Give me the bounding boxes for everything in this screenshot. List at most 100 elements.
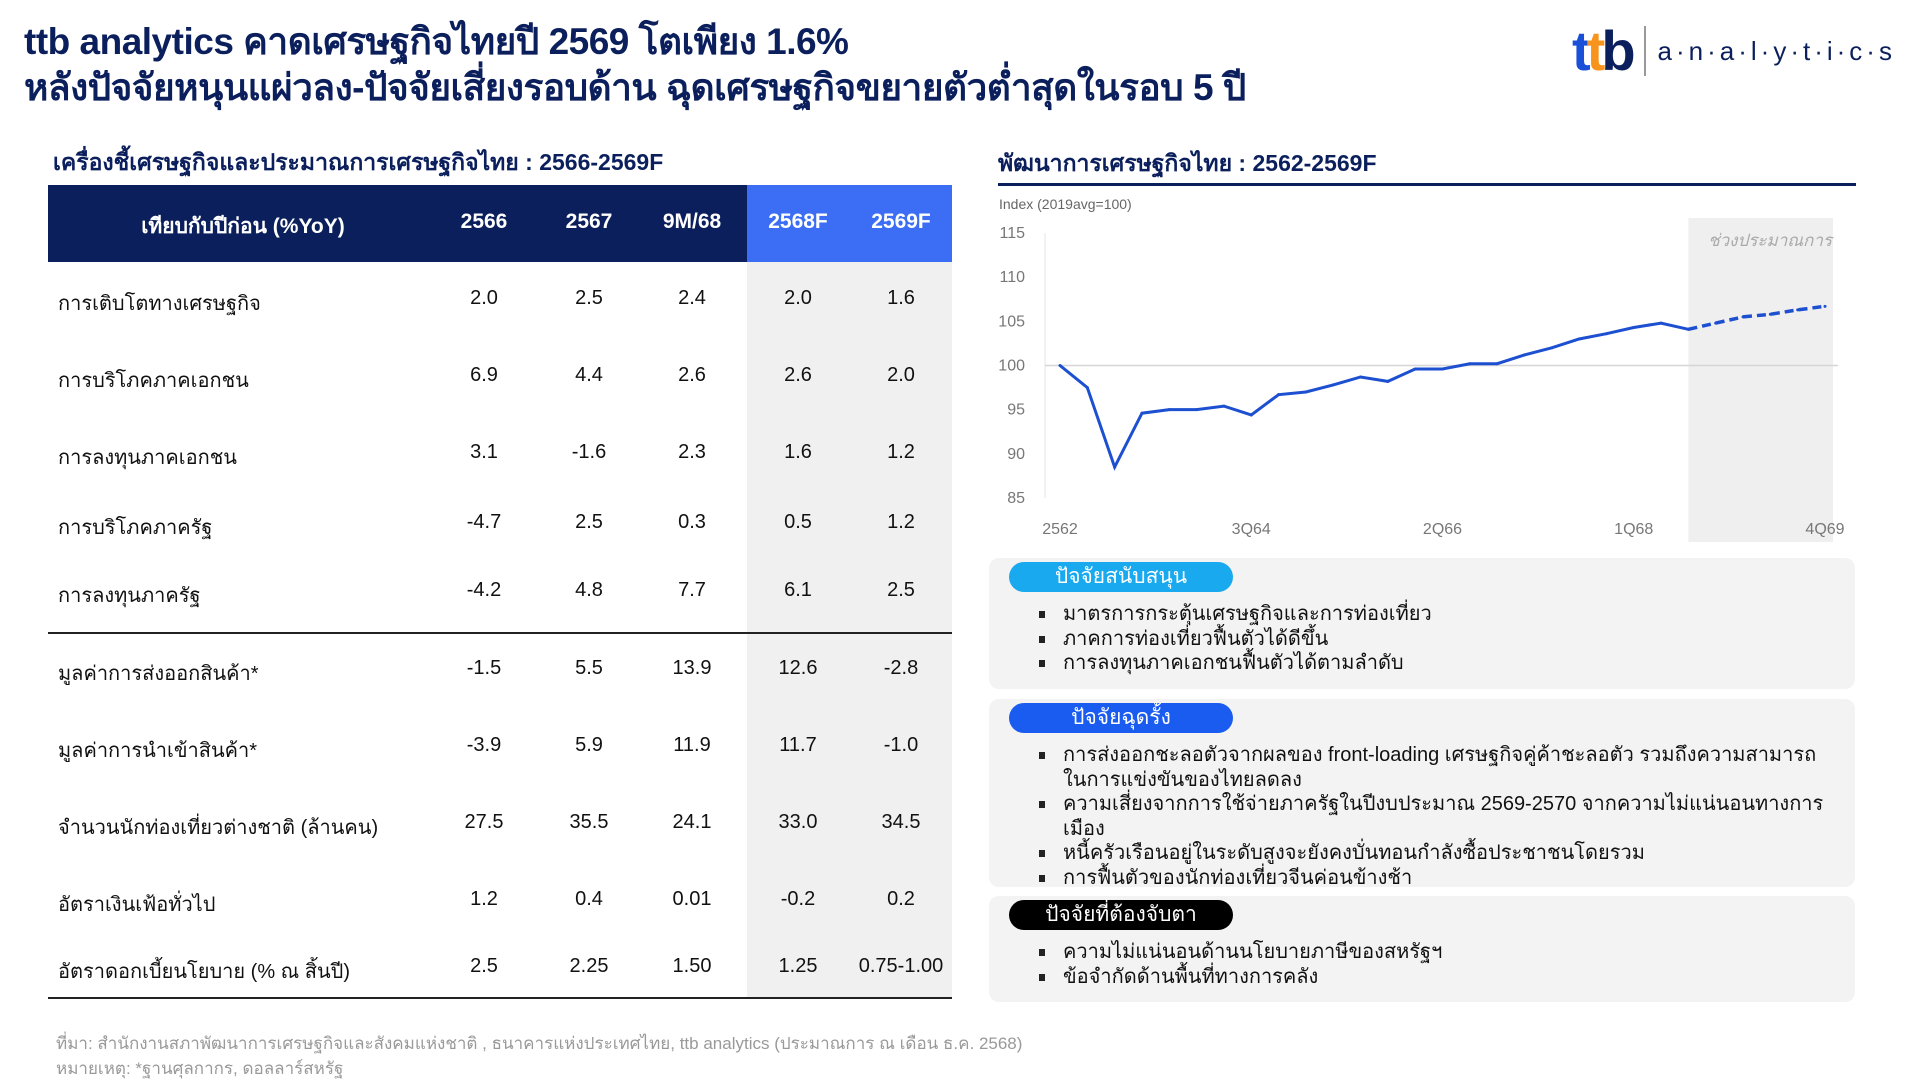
row-value: 0.4: [575, 888, 603, 910]
actual-point: [1577, 337, 1581, 341]
forecast-point: [1741, 315, 1745, 319]
row-value: 2.0: [887, 364, 915, 386]
economic-forecast-table: เทียบกับปีก่อน (%YoY) 2566 2567 9M/68 2568F 2…: [48, 185, 952, 999]
actual-point: [1659, 321, 1663, 325]
row-value: 1.50: [672, 955, 712, 977]
actual-point: [1468, 362, 1472, 366]
header-col-9M/68: 9M/68: [662, 210, 722, 233]
factor-title: ปัจจัยที่ต้องจับตา: [1009, 900, 1233, 930]
gdp-index-line-chart: ช่วงประมาณการ 115 110 105 100 95 90 85 2562 3Q64 2…: [998, 218, 1845, 542]
actual-point: [1249, 413, 1253, 417]
row-value: 6.1: [784, 579, 812, 601]
forecast-column-shade: [747, 262, 952, 997]
row-value: 1.2: [887, 441, 915, 463]
row-value: 1.6: [784, 441, 812, 463]
row-value: 27.5: [464, 811, 504, 833]
factor-box: ปัจจัยสนับสนุนมาตรการกระตุ้นเศรษฐกิจและก…: [989, 558, 1855, 689]
header-col-2568F: 2568F: [768, 210, 828, 233]
factor-box: ปัจจัยฉุดรั้งการส่งออกชะลอตัวจากผลของ fr…: [989, 699, 1855, 890]
factor-item: ความเสี่ยงจากการใช้จ่ายภาครัฐในปีงบประมา…: [1037, 792, 1827, 841]
row-value: 24.1: [672, 811, 712, 833]
row-label: การบริโภคภาครัฐ: [58, 517, 213, 539]
row-value: 2.5: [575, 287, 603, 309]
actual-point: [1222, 404, 1226, 408]
headline-line-1: ttb analytics คาดเศรษฐกิจไทยปี 2569 โตเพ…: [24, 21, 849, 62]
row-value: -0.2: [780, 888, 816, 910]
table-title: เครื่องชี้เศรษฐกิจและประมาณการเศรษฐกิจไท…: [53, 149, 664, 175]
actual-point: [1167, 408, 1171, 412]
factor-item: มาตรการกระตุ้นเศรษฐกิจและการท่องเที่ยว: [1037, 602, 1827, 627]
x-tick-label: 3Q64: [1232, 521, 1271, 538]
logo-text: a·n·a·l·y·t·i·c·s: [1657, 35, 1896, 66]
row-value: 2.0: [784, 287, 812, 309]
row-value: 2.6: [784, 364, 812, 386]
row-value: 2.4: [678, 287, 706, 309]
factor-box: ปัจจัยที่ต้องจับตาความไม่แน่นอนด้านนโยบา…: [989, 896, 1855, 1002]
row-value: 2.5: [575, 511, 603, 533]
row-value: 7.7: [678, 579, 706, 601]
actual-point: [1522, 353, 1526, 357]
forecast-header-highlight: [747, 185, 952, 262]
header-col-2569F: 2569F: [871, 210, 931, 233]
chart-title: พัฒนาการเศรษฐกิจไทย : 2562-2569F: [998, 150, 1377, 176]
y-tick-label: 100: [998, 358, 1025, 375]
row-value: 13.9: [672, 657, 712, 679]
row-value: 1.6: [887, 287, 915, 309]
row-value: 33.0: [778, 811, 818, 833]
factor-item: ความไม่แน่นอนด้านนโยบายภาษีของสหรัฐฯ: [1037, 940, 1827, 965]
factor-title: ปัจจัยฉุดรั้ง: [1009, 703, 1233, 733]
row-value: 4.4: [575, 364, 603, 386]
row-value: 34.5: [881, 811, 921, 833]
header-col-2567: 2567: [565, 210, 613, 233]
header-col-2566: 2566: [460, 210, 508, 233]
row-value: 5.9: [575, 734, 603, 756]
row-value: -3.9: [466, 734, 502, 756]
factor-list: การส่งออกชะลอตัวจากผลของ front-loading เ…: [1037, 743, 1827, 890]
row-value: 1.2: [470, 888, 498, 910]
row-value: 6.9: [470, 364, 498, 386]
forecast-point: [1796, 308, 1800, 312]
logo-divider: [1643, 26, 1646, 76]
row-value: 11.9: [673, 734, 711, 756]
actual-point: [1085, 386, 1089, 390]
row-label: การเติบโตทางเศรษฐกิจ: [58, 293, 261, 315]
factor-title: ปัจจัยสนับสนุน: [1009, 562, 1233, 592]
y-tick-label: 90: [1007, 446, 1025, 463]
chart-y-label: Index (2019avg=100): [999, 196, 1132, 212]
actual-point: [1550, 346, 1554, 350]
actual-point: [1632, 326, 1636, 330]
actual-point: [1359, 375, 1363, 379]
actual-series-line: [1059, 321, 1689, 471]
row-value: 2.5: [470, 955, 498, 977]
row-value: 0.2: [887, 888, 915, 910]
forecast-period-shade: [1688, 218, 1833, 542]
y-tick-label: 110: [999, 269, 1025, 286]
row-label: จำนวนนักท่องเที่ยวต่างชาติ (ล้านคน): [58, 817, 379, 839]
row-label: มูลค่าการส่งออกสินค้า*: [58, 663, 259, 685]
row-value: 0.75-1.00: [858, 955, 944, 977]
chart-title-rule: [998, 183, 1856, 186]
row-label: อัตราเงินเฟ้อทั่วไป: [58, 894, 216, 916]
actual-point: [1304, 390, 1308, 394]
row-label: อัตราดอกเบี้ยนโยบาย (% ณ สิ้นปี): [58, 961, 351, 983]
x-tick-label: 4Q69: [1805, 521, 1844, 538]
row-label: การบริโภคภาคเอกชน: [58, 370, 249, 392]
row-value: -2.8: [883, 657, 919, 679]
row-value: 11.7: [779, 734, 817, 756]
factor-item: การลงทุนภาคเอกชนฟื้นตัวได้ตามลำดับ: [1037, 651, 1827, 676]
row-value: 2.25: [569, 955, 609, 977]
row-value: 0.5: [784, 511, 812, 533]
row-value: 2.5: [887, 579, 915, 601]
row-value: 4.8: [575, 579, 603, 601]
factor-item: ข้อจำกัดด้านพื้นที่ทางการคลัง: [1037, 965, 1827, 990]
actual-point: [1277, 393, 1281, 397]
row-value: 2.3: [678, 441, 706, 463]
forecast-point: [1714, 321, 1718, 325]
row-value: 1.25: [778, 955, 818, 977]
table-bottom-rule: [48, 997, 952, 999]
x-tick-label: 1Q68: [1614, 521, 1653, 538]
source-note: ที่มา: สำนักงานสภาพัฒนาการเศรษฐกิจและสัง…: [56, 1034, 1023, 1053]
actual-point: [1441, 367, 1444, 371]
row-label: การลงทุนภาคเอกชน: [58, 447, 237, 469]
x-tick-label: 2562: [1042, 521, 1078, 538]
